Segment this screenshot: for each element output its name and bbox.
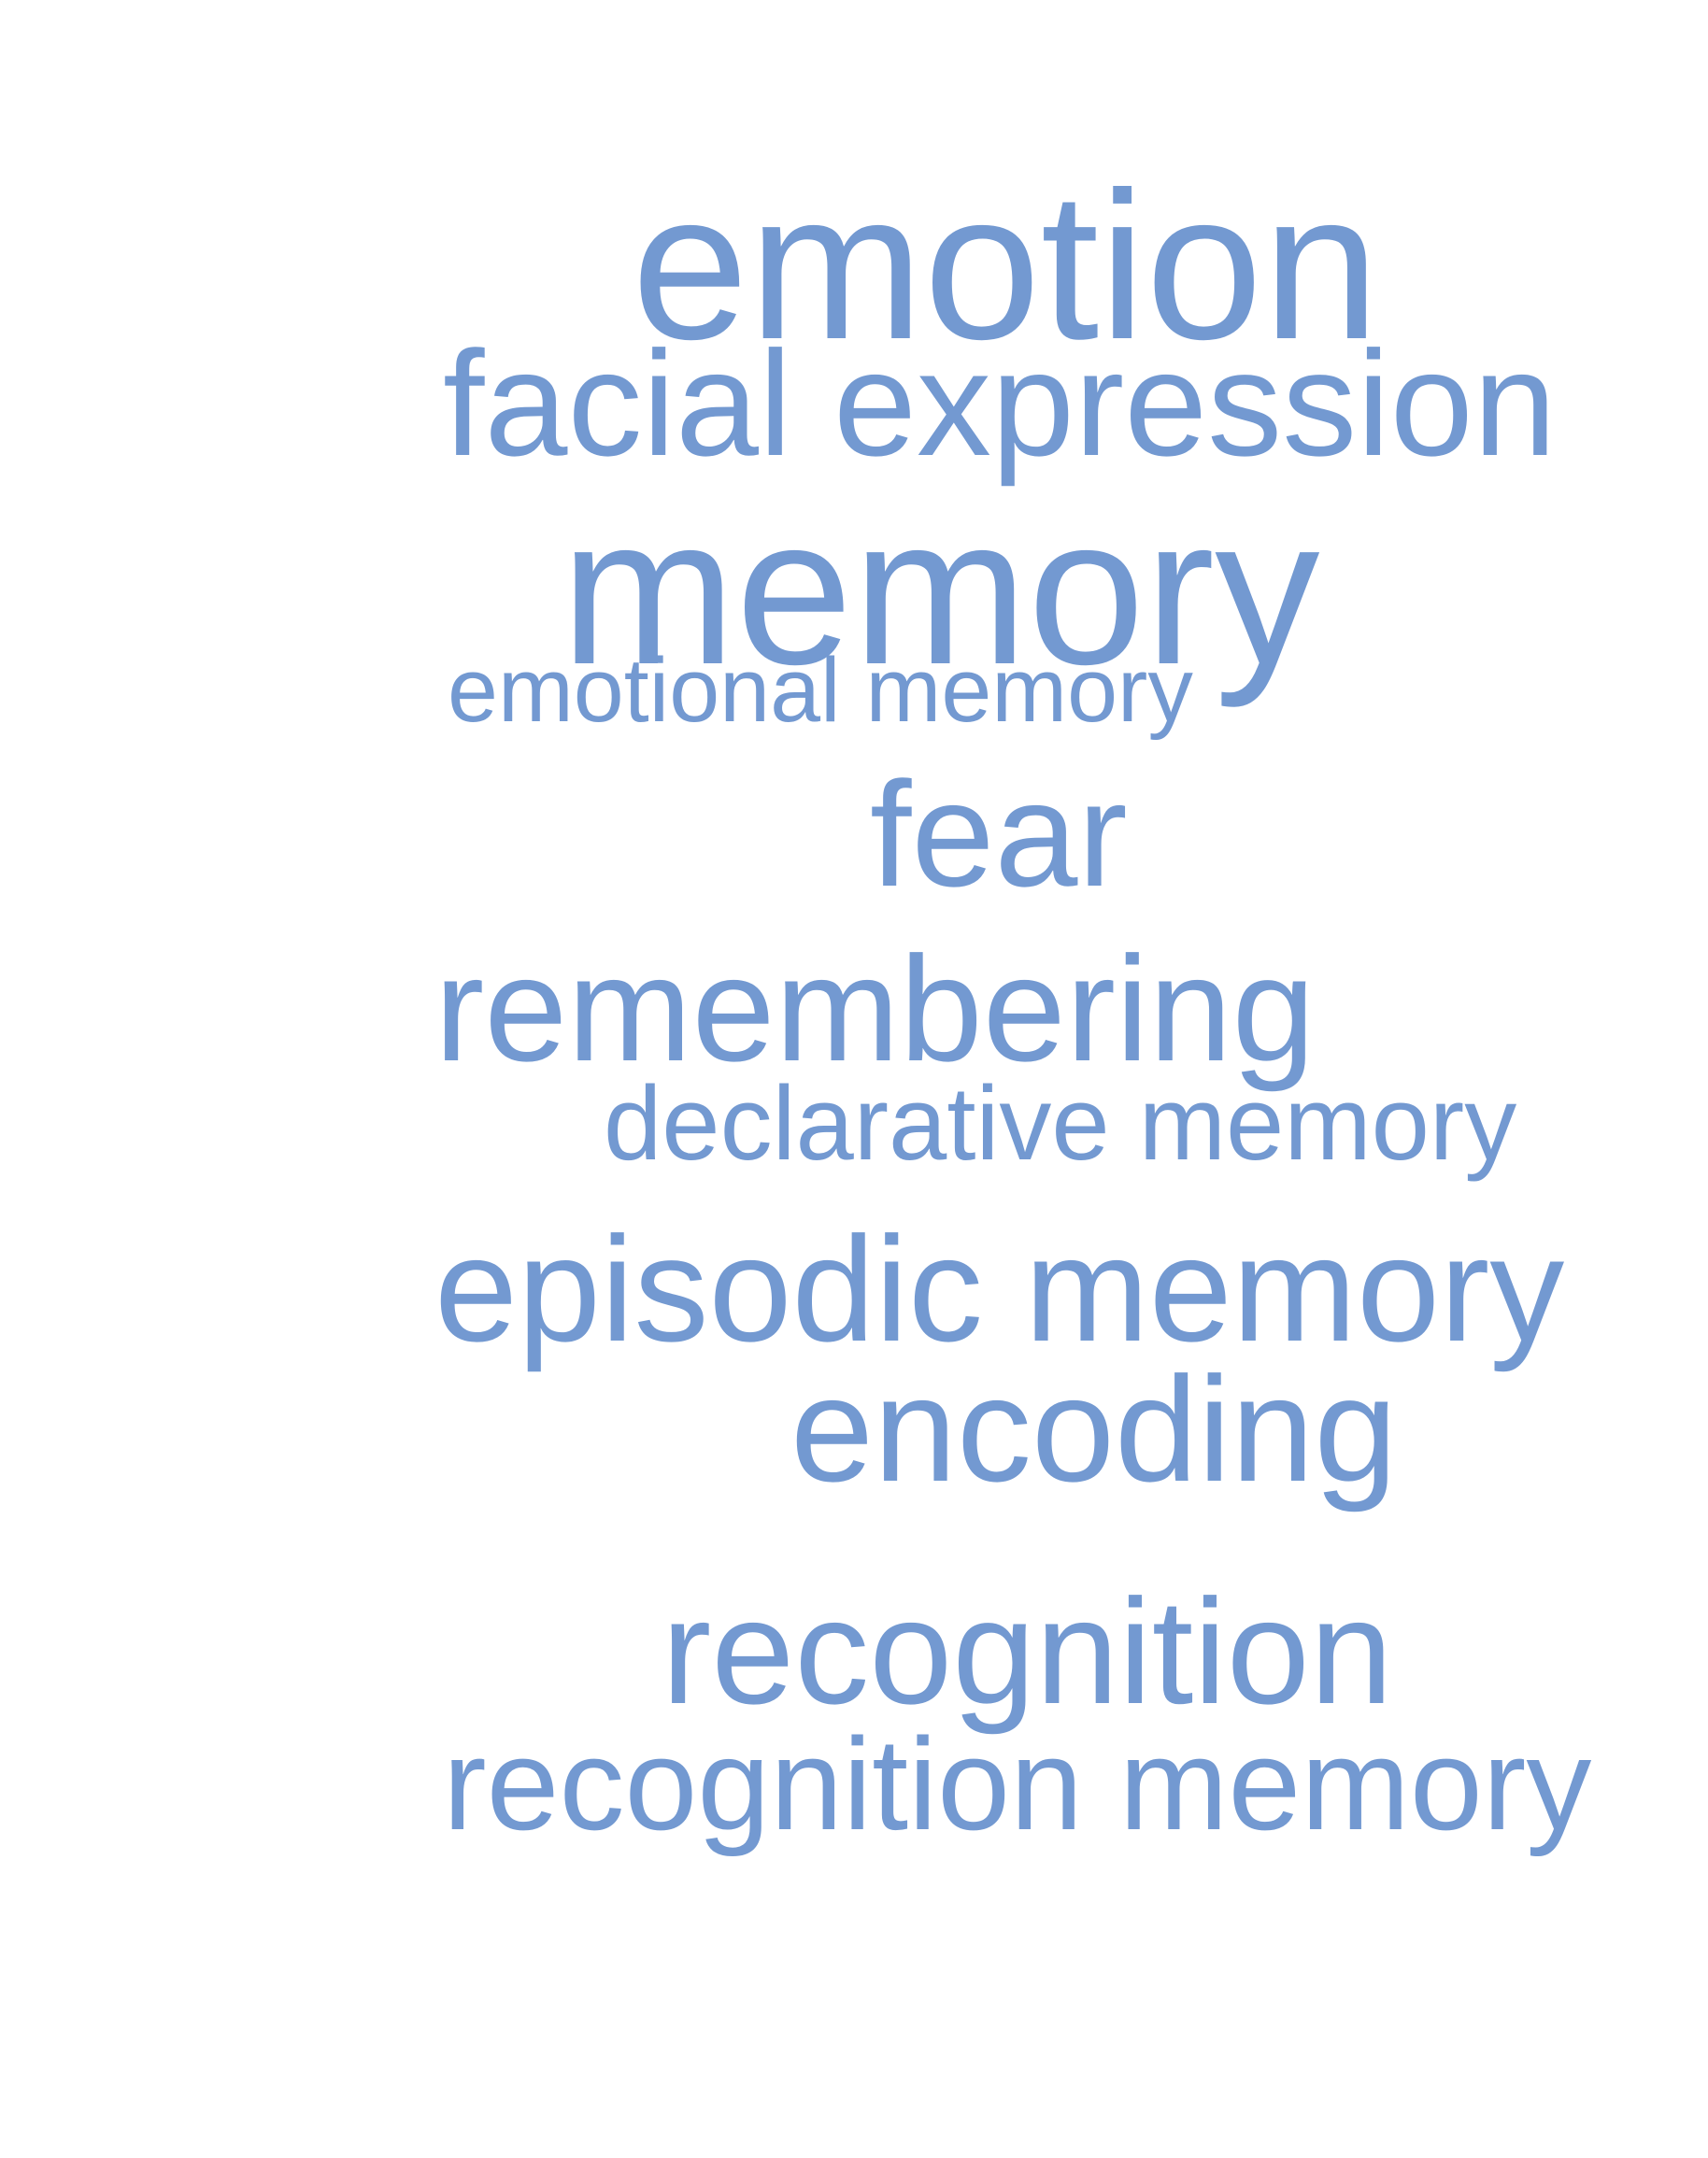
word-facial-expression: facial expression (443, 319, 1557, 487)
word-recognition-memory: recognition memory (443, 1711, 1592, 1857)
word-memory: memory (561, 473, 1320, 708)
word-emotional-memory: emotional memory (448, 639, 1193, 741)
word-remembering: remembering (434, 925, 1316, 1092)
word-encoding: encoding (790, 1345, 1398, 1512)
word-recognition: recognition (662, 1568, 1393, 1735)
word-episodic-memory: episodic memory (434, 1205, 1565, 1372)
word-declarative-memory: declarative memory (604, 1065, 1517, 1182)
word-emotion: emotion (632, 148, 1380, 383)
word-fear: fear (870, 750, 1128, 917)
